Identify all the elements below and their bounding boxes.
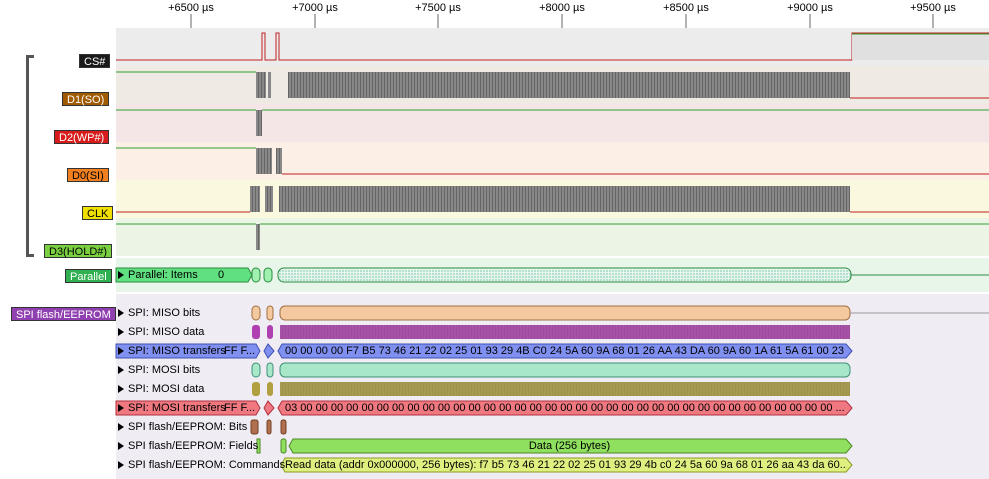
expand-arrow-icon[interactable] <box>118 271 124 280</box>
row-spi-mosi-data[interactable]: SPI: MOSI data <box>118 383 204 395</box>
spi-miso-data-track <box>252 325 850 339</box>
waveform-d1 <box>116 71 989 99</box>
expand-arrow-icon[interactable] <box>118 309 124 318</box>
expand-arrow-icon[interactable] <box>118 442 124 451</box>
channel-name: D0(SI) <box>72 170 104 182</box>
row-label-text: SPI flash/EEPROM: Commands <box>128 459 286 471</box>
row-spi-flash-fields[interactable]: SPI flash/EEPROM: Fields <box>118 440 258 452</box>
spi-mosi-transfers-track <box>115 400 853 416</box>
channel-tag-d0[interactable]: D0(SI) <box>67 168 109 182</box>
expand-arrow-icon[interactable] <box>118 404 124 413</box>
ruler-tick-label: +6500 µs <box>168 2 214 14</box>
expand-arrow-icon[interactable] <box>118 461 124 470</box>
group-bracket <box>26 55 34 257</box>
expand-arrow-icon[interactable] <box>118 423 124 432</box>
expand-arrow-icon[interactable] <box>118 385 124 394</box>
spi-flash-fields-track <box>256 438 853 454</box>
row-label-text: SPI: MOSI bits <box>128 364 201 376</box>
row-spi-miso-bits[interactable]: SPI: MISO bits <box>118 307 200 319</box>
row-label-text: SPI flash/EEPROM: Bits <box>128 421 248 433</box>
row-spi-flash-commands[interactable]: SPI flash/EEPROM: Commands <box>118 459 285 471</box>
channel-name: D1(SO) <box>67 94 105 106</box>
spi-flash-bits-track <box>250 419 287 435</box>
ruler-ticks <box>190 14 934 28</box>
parallel-item-value: 0 <box>218 269 225 281</box>
mosi-transfers-text: 03 00 00 00 00 00 00 00 00 00 00 00 00 0… <box>285 402 845 414</box>
waveform-clk <box>116 186 989 213</box>
channel-tag-d1[interactable]: D1(SO) <box>62 92 110 106</box>
expand-arrow-icon[interactable] <box>118 366 124 375</box>
waveform-cs <box>116 32 989 61</box>
row-label-text: SPI: MISO data <box>128 326 205 338</box>
row-spi-miso-transfers[interactable]: SPI: MISO transfers <box>118 345 226 357</box>
row-spi-mosi-bits[interactable]: SPI: MOSI bits <box>118 364 200 376</box>
spi-flash-commands-track <box>280 457 853 473</box>
spi-mosi-bits-track <box>251 362 851 378</box>
mosi-transfers-short: FF F... <box>224 402 256 414</box>
time-ruler[interactable]: +6500 µs +7000 µs +7500 µs +8000 µs +850… <box>116 0 989 29</box>
analyzer-tag-spi[interactable]: SPI flash/EEPROM <box>11 307 116 321</box>
row-label-text: Parallel: Items <box>128 269 198 281</box>
expand-arrow-icon[interactable] <box>118 328 124 337</box>
channel-tag-d2[interactable]: D2(WP#) <box>54 130 110 144</box>
channel-tag-clk[interactable]: CLK <box>82 206 114 220</box>
row-label-text: SPI: MOSI transfers <box>128 402 226 414</box>
row-parallel-items[interactable]: Parallel: Items <box>118 269 198 281</box>
row-spi-mosi-transfers[interactable]: SPI: MOSI transfers <box>118 402 226 414</box>
channel-name: D2(WP#) <box>59 132 105 144</box>
ruler-tick-label: +8000 µs <box>539 2 585 14</box>
miso-transfers-short: FF F... <box>224 345 256 357</box>
analyzer-tag-parallel[interactable]: Parallel <box>65 269 112 283</box>
analyzer-name: Parallel <box>70 271 107 283</box>
row-label-text: SPI: MISO transfers <box>128 345 226 357</box>
spi-mosi-data-track <box>252 382 850 396</box>
miso-transfers-text: 00 00 00 00 F7 B5 73 46 21 22 02 25 01 9… <box>285 345 845 357</box>
ruler-tick-label: +9000 µs <box>787 2 833 14</box>
channel-name: D3(HOLD#) <box>49 246 108 258</box>
ruler-tick-label: +7500 µs <box>415 2 461 14</box>
row-spi-miso-data[interactable]: SPI: MISO data <box>118 326 204 338</box>
ruler-tick-label: +8500 µs <box>663 2 709 14</box>
row-label-text: SPI flash/EEPROM: Fields <box>128 440 259 452</box>
channel-name: CS# <box>84 56 106 68</box>
expand-arrow-icon[interactable] <box>118 347 124 356</box>
fields-data-text: Data (256 bytes) <box>528 440 611 452</box>
spi-miso-bits-track <box>251 305 989 321</box>
commands-text: Read data (addr 0x000000, 256 bytes): f7… <box>285 459 847 471</box>
ruler-tick-label: +9500 µs <box>910 2 956 14</box>
parallel-track <box>115 267 989 283</box>
ruler-tick-label: +7000 µs <box>292 2 338 14</box>
row-label-text: SPI: MISO bits <box>128 307 201 319</box>
channel-name: CLK <box>87 208 109 220</box>
waveform-d0 <box>116 147 989 175</box>
spi-miso-transfers-track <box>115 343 853 359</box>
waveform-d3 <box>116 223 989 250</box>
row-label-text: SPI: MOSI data <box>128 383 205 395</box>
row-spi-flash-bits[interactable]: SPI flash/EEPROM: Bits <box>118 421 247 433</box>
analyzer-name: SPI flash/EEPROM <box>16 309 111 321</box>
channel-tag-cs[interactable]: CS# <box>79 54 111 68</box>
channel-tag-d3[interactable]: D3(HOLD#) <box>44 244 113 258</box>
waveform-d2 <box>116 109 989 136</box>
